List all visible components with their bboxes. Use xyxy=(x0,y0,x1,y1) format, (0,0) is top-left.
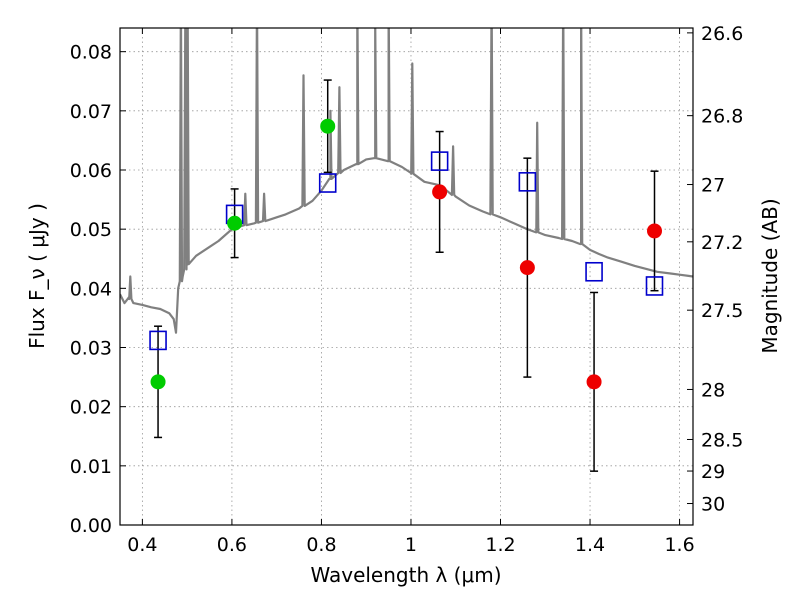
y-tick-label: 0.04 xyxy=(70,278,112,300)
model-photometry-box xyxy=(585,261,603,282)
y-tick-label: 0.02 xyxy=(70,397,112,419)
red-observed-point xyxy=(519,260,535,276)
x-tick-label: 1.6 xyxy=(664,534,694,556)
grid-lines xyxy=(120,28,693,526)
plot-frame xyxy=(119,27,694,526)
x-axis-title: Wavelength λ (μm) xyxy=(310,563,501,587)
y-tick-label: 0.00 xyxy=(70,515,112,537)
y-tick-label: 0.08 xyxy=(70,42,112,64)
model-photometry-box xyxy=(518,172,537,192)
y-tick-label: 0.06 xyxy=(70,160,112,182)
y-axis-title-text: Flux F_ν ( μJy ) xyxy=(25,203,49,349)
model-photometry-box xyxy=(430,151,449,171)
magnitude-tick-label: 26.6 xyxy=(701,23,743,45)
magnitude-tick-label: 28.5 xyxy=(701,429,743,451)
model-photometry-box xyxy=(645,276,664,296)
y-axis: 0.00 0.01 0.02 0.03 0.04 0.05 0.06 0.07 0.08 xyxy=(70,42,126,537)
sed-spectrum-line xyxy=(120,28,693,334)
magnitude-axis-title: Magnitude (AB) xyxy=(758,198,782,353)
green-observed-point xyxy=(150,374,166,390)
y-tick-label: 0.07 xyxy=(70,101,112,123)
x-tick-label: 0.8 xyxy=(306,534,336,556)
magnitude-tick-label: 30 xyxy=(701,494,725,516)
x-tick-label: 0.4 xyxy=(127,534,157,556)
green-observed-point xyxy=(320,118,336,134)
y-tick-label: 0.05 xyxy=(70,219,112,241)
red-observed-point xyxy=(586,374,602,390)
x-axis: 0.4 0.6 0.8 1 1.2 1.4 1.6 xyxy=(127,28,695,556)
magnitude-tick-label: 28 xyxy=(701,379,725,401)
model-photometry-box xyxy=(318,173,337,193)
x-tick-label: 1.4 xyxy=(575,534,605,556)
magnitude-axis: 26.6 26.8 27 27.2 27.5 28 28.5 29 30 xyxy=(687,23,743,516)
y-axis-title: Flux F_ν ( μJy ) xyxy=(25,203,49,349)
magnitude-tick-label: 27.2 xyxy=(701,232,743,254)
magnitude-tick-label: 27.5 xyxy=(701,300,743,322)
magnitude-tick-label: 26.8 xyxy=(701,106,743,128)
red-observed-point xyxy=(647,223,663,239)
red-observed-point xyxy=(432,184,448,200)
magnitude-tick-label: 29 xyxy=(701,461,725,483)
x-tick-label: 0.6 xyxy=(217,534,247,556)
model-photometry-box xyxy=(149,330,167,351)
y-tick-label: 0.03 xyxy=(70,338,112,360)
green-observed-point xyxy=(227,215,243,231)
plot-area xyxy=(120,28,693,472)
x-tick-label: 1.2 xyxy=(485,534,515,556)
magnitude-tick-label: 27 xyxy=(701,175,725,197)
x-tick-label: 1 xyxy=(405,534,417,556)
y-tick-label: 0.01 xyxy=(70,456,112,478)
